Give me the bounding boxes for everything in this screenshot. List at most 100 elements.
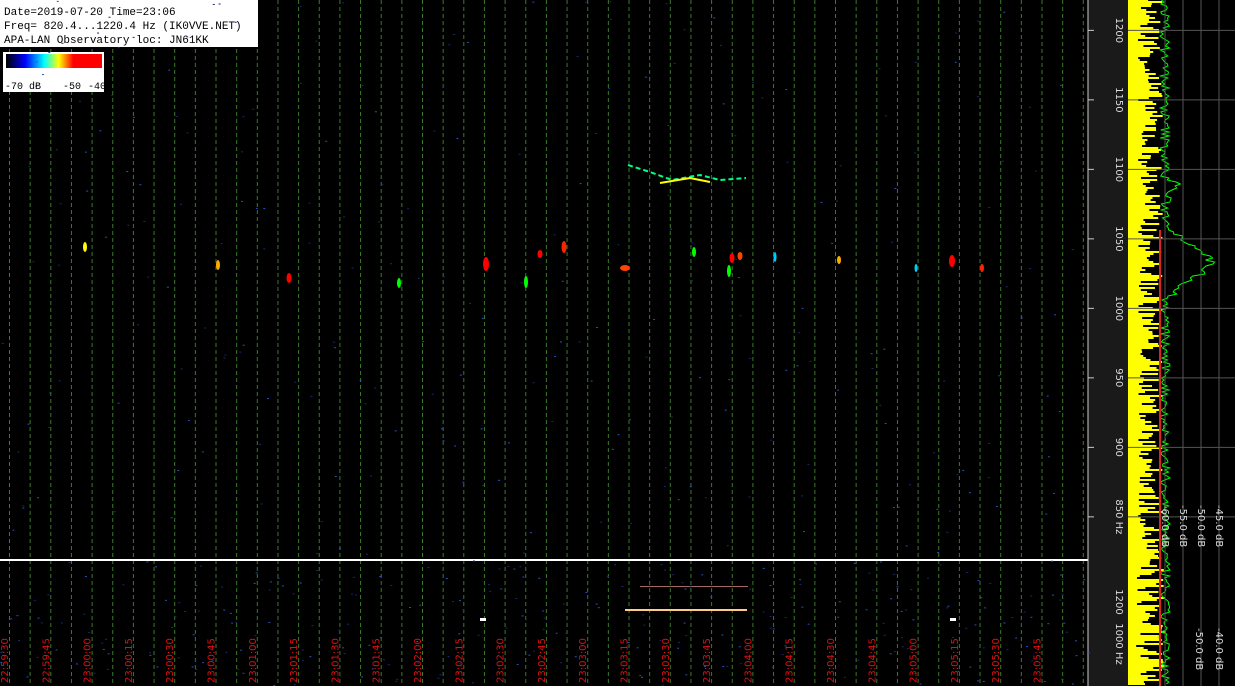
noise (187, 419, 190, 421)
noise (508, 442, 511, 444)
noise (294, 381, 297, 383)
noise (914, 152, 917, 154)
noise (41, 74, 44, 76)
noise (174, 616, 177, 618)
noise (801, 495, 804, 497)
noise (762, 611, 765, 613)
noise (255, 572, 258, 574)
noise (939, 564, 942, 566)
noise (578, 341, 581, 343)
noise (555, 632, 558, 634)
noise (40, 622, 43, 624)
noise (267, 398, 270, 400)
noise (579, 183, 582, 185)
x-tick-label: 23:05:45 (1033, 638, 1044, 683)
x-tick-label: 23:00:45 (207, 638, 218, 683)
noise (320, 521, 323, 523)
noise (221, 586, 224, 588)
spectrum-avg (1158, 0, 1216, 685)
noise (422, 341, 425, 343)
noise (1003, 622, 1006, 624)
noise (17, 451, 20, 453)
noise (442, 85, 445, 87)
noise (596, 327, 599, 329)
noise (988, 442, 991, 444)
info-box (0, 0, 258, 47)
noise (480, 428, 483, 430)
noise (673, 62, 676, 64)
noise (617, 244, 620, 246)
noise (784, 645, 787, 647)
noise (61, 42, 64, 44)
noise (500, 588, 503, 590)
noise (868, 572, 871, 574)
noise (1075, 655, 1078, 657)
noise (551, 420, 554, 422)
noise (554, 355, 557, 357)
noise (724, 409, 727, 411)
noise (225, 651, 228, 653)
noise (409, 607, 412, 609)
x-tick-label: 23:05:30 (991, 638, 1002, 683)
noise (1030, 595, 1033, 597)
noise (559, 662, 562, 664)
noise (988, 206, 991, 208)
noise (301, 649, 304, 651)
noise (1023, 611, 1026, 613)
noise (722, 665, 725, 667)
noise (894, 187, 897, 189)
noise (68, 561, 71, 563)
noise (894, 651, 897, 653)
noise (186, 132, 189, 134)
noise (60, 622, 63, 624)
noise (989, 582, 992, 584)
noise (642, 614, 645, 616)
noise (212, 3, 215, 5)
noise (685, 635, 688, 637)
noise (665, 3, 668, 5)
noise (164, 599, 167, 601)
noise (838, 601, 841, 603)
noise (498, 568, 501, 570)
noise (938, 100, 941, 102)
noise (242, 672, 245, 674)
noise (948, 510, 951, 512)
noise (947, 605, 950, 607)
noise (223, 357, 226, 359)
noise (1058, 411, 1061, 413)
noise (394, 430, 397, 432)
noise (83, 613, 86, 615)
noise (701, 574, 704, 576)
noise (542, 628, 545, 630)
noise (659, 639, 662, 641)
noise (1059, 599, 1062, 601)
noise (785, 369, 788, 371)
noise (47, 594, 50, 596)
noise (127, 224, 130, 226)
noise (607, 195, 610, 197)
noise (882, 622, 885, 624)
noise (728, 379, 731, 381)
noise (368, 644, 371, 646)
x-tick-label: 23:05:00 (909, 638, 920, 683)
noise (456, 671, 459, 673)
noise (419, 604, 422, 606)
noise (900, 637, 903, 639)
noise (585, 1, 588, 3)
noise (636, 647, 639, 649)
noise (737, 277, 740, 279)
noise (608, 88, 611, 90)
x-tick-label: 23:02:15 (454, 638, 465, 683)
noise (683, 622, 686, 624)
noise (910, 589, 913, 591)
noise (946, 531, 949, 533)
noise (1053, 314, 1056, 316)
noise (962, 469, 965, 471)
noise (252, 108, 255, 110)
noise (896, 586, 899, 588)
noise (339, 547, 342, 549)
x-tick-label: 22:59:45 (41, 638, 52, 683)
noise (199, 565, 202, 567)
noise (195, 668, 198, 670)
noise (16, 615, 19, 617)
